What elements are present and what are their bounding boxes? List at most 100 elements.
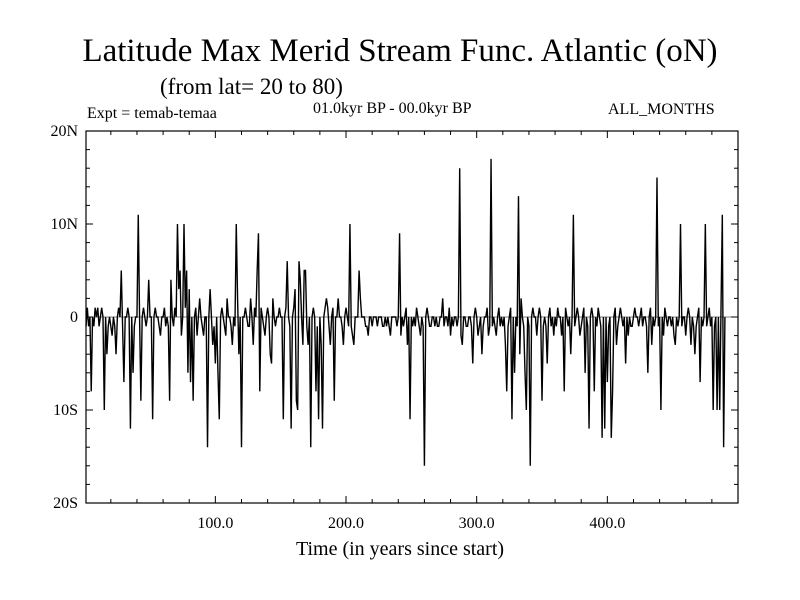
data-point: [535, 317, 536, 318]
data-point: [692, 317, 693, 318]
data-point: [688, 307, 689, 308]
data-point: [92, 317, 93, 318]
data-point: [306, 326, 307, 327]
data-point: [582, 317, 583, 318]
data-point: [113, 317, 114, 318]
data-point: [717, 410, 718, 411]
data-point: [706, 326, 707, 327]
data-point: [165, 326, 166, 327]
data-point: [376, 317, 377, 318]
data-point: [484, 317, 485, 318]
data-point: [244, 317, 245, 318]
data-point: [722, 214, 723, 215]
data-point: [481, 354, 482, 355]
data-point: [323, 317, 324, 318]
data-point: [641, 307, 642, 308]
data-point: [589, 428, 590, 429]
data-point: [100, 317, 101, 318]
data-point: [121, 270, 122, 271]
data-point: [623, 326, 624, 327]
data-point: [211, 317, 212, 318]
data-point: [93, 326, 94, 327]
data-point: [440, 317, 441, 318]
data-point: [364, 317, 365, 318]
data-point: [513, 317, 514, 318]
data-point: [114, 326, 115, 327]
data-point: [232, 344, 233, 345]
data-point: [701, 317, 702, 318]
data-point: [349, 224, 350, 225]
data-point: [399, 233, 400, 234]
data-point: [556, 326, 557, 327]
data-point: [664, 307, 665, 308]
data-point: [217, 372, 218, 373]
data-point: [297, 410, 298, 411]
data-point: [522, 317, 523, 318]
data-point: [637, 317, 638, 318]
data-point: [343, 344, 344, 345]
data-point: [647, 372, 648, 373]
data-point: [560, 317, 561, 318]
data-point: [246, 317, 247, 318]
data-point: [483, 326, 484, 327]
data-point: [613, 317, 614, 318]
data-point: [655, 317, 656, 318]
data-point: [441, 317, 442, 318]
data-point: [177, 224, 178, 225]
data-point: [338, 298, 339, 299]
data-point: [257, 270, 258, 271]
data-point: [184, 224, 185, 225]
data-point: [240, 317, 241, 318]
data-point: [251, 317, 252, 318]
data-point: [526, 410, 527, 411]
data-point: [237, 298, 238, 299]
data-point: [630, 326, 631, 327]
data-point: [472, 363, 473, 364]
data-point: [723, 447, 724, 448]
data-point: [530, 465, 531, 466]
data-point: [500, 326, 501, 327]
data-point: [629, 317, 630, 318]
data-point: [176, 317, 177, 318]
data-point: [462, 344, 463, 345]
data-point: [555, 317, 556, 318]
data-point: [173, 326, 174, 327]
data-point: [123, 382, 124, 383]
data-point: [296, 400, 297, 401]
data-point: [676, 317, 677, 318]
data-point: [127, 307, 128, 308]
data-point: [87, 307, 88, 308]
data-point: [463, 317, 464, 318]
data-point: [408, 317, 409, 318]
data-point: [326, 298, 327, 299]
chart-title: Latitude Max Merid Stream Func. Atlantic…: [82, 33, 718, 69]
data-point: [531, 317, 532, 318]
data-point: [344, 317, 345, 318]
data-point: [617, 326, 618, 327]
data-point: [231, 326, 232, 327]
data-point: [263, 326, 264, 327]
data-point: [423, 326, 424, 327]
data-point: [116, 354, 117, 355]
data-point: [642, 326, 643, 327]
data-point: [476, 317, 477, 318]
data-point: [591, 307, 592, 308]
chart-subtitle: (from lat= 20 to 80): [160, 74, 343, 99]
data-point: [697, 317, 698, 318]
data-point: [136, 317, 137, 318]
data-point: [694, 354, 695, 355]
data-point: [433, 317, 434, 318]
data-point: [525, 372, 526, 373]
data-point: [203, 335, 204, 336]
data-point: [190, 382, 191, 383]
data-point: [139, 317, 140, 318]
data-point: [634, 307, 635, 308]
data-point: [668, 317, 669, 318]
data-point: [417, 317, 418, 318]
data-point: [193, 400, 194, 401]
data-point: [292, 317, 293, 318]
data-point: [147, 317, 148, 318]
data-point: [393, 317, 394, 318]
data-point: [272, 298, 273, 299]
data-point: [508, 326, 509, 327]
